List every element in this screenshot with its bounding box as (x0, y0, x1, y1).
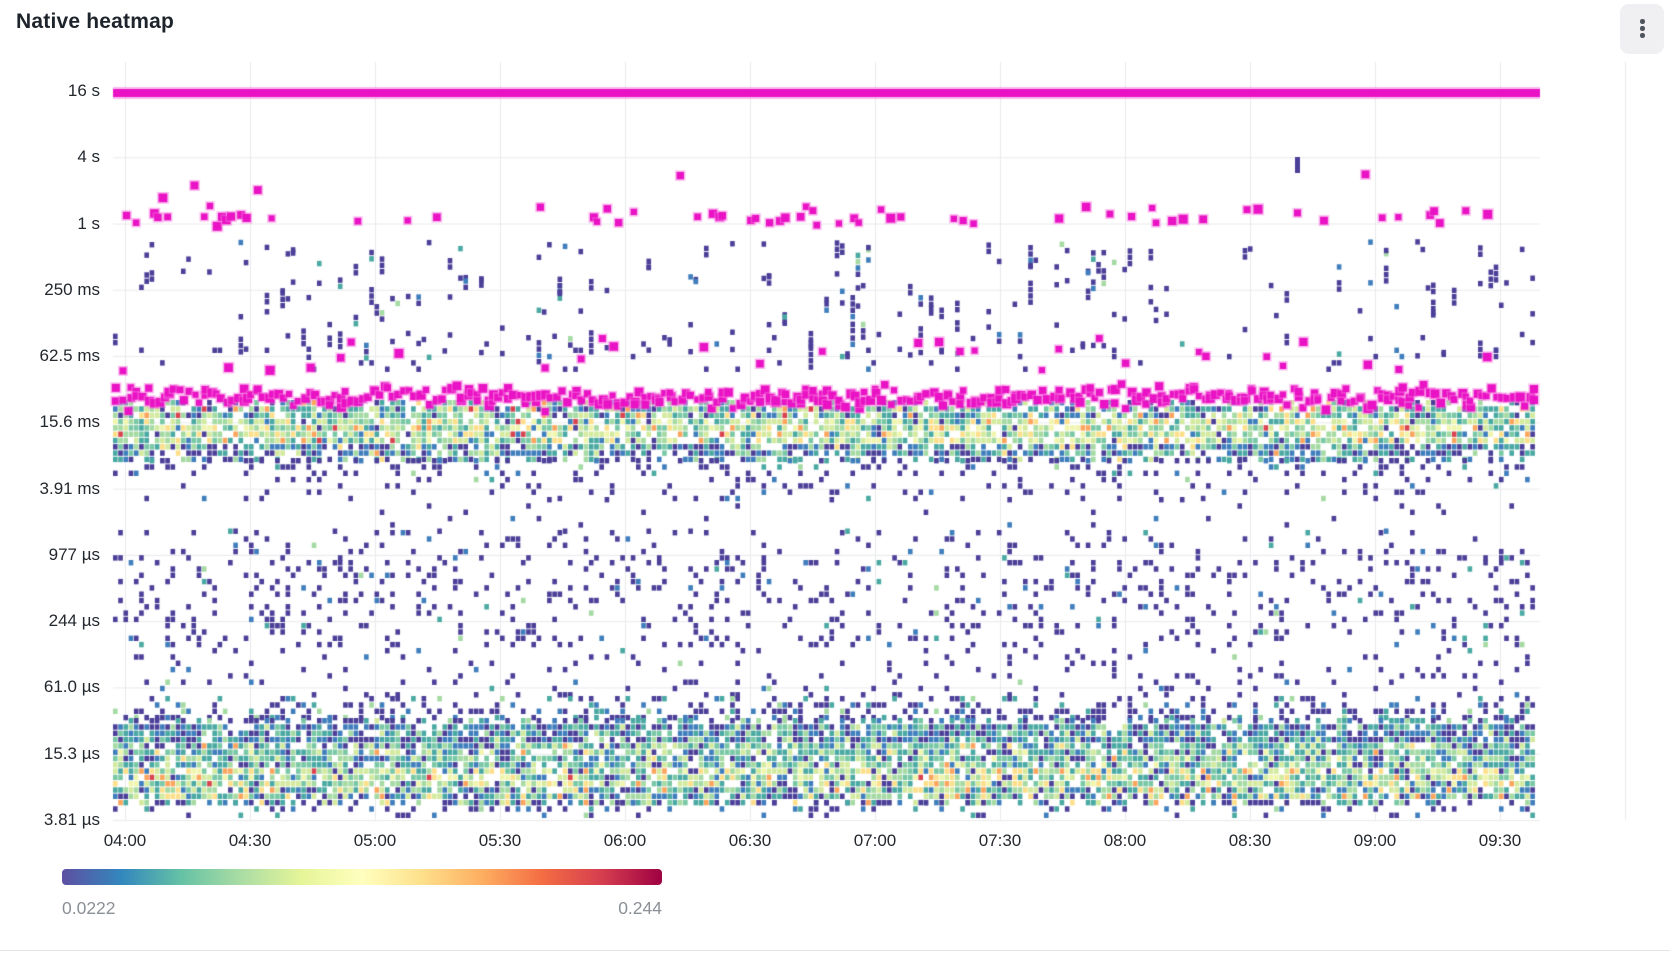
x-tick-label: 04:30 (228, 831, 272, 850)
x-tick-label: 06:30 (728, 831, 772, 850)
y-tick-label: 244 µs (48, 611, 100, 631)
x-tick-label: 06:00 (603, 831, 647, 850)
x-tick-label: 05:00 (353, 831, 397, 850)
x-tick-label: 08:00 (1103, 831, 1147, 850)
x-tick-label: 05:30 (478, 831, 522, 850)
panel-bottom-border (0, 950, 1670, 951)
y-tick-label: 15.6 ms (39, 412, 100, 432)
y-tick-label: 977 µs (48, 544, 100, 564)
x-tick-label: 04:00 (103, 831, 147, 850)
y-tick-label: 3.81 µs (43, 809, 100, 829)
color-scale-gradient (62, 869, 662, 885)
y-tick-label: 250 ms (44, 279, 100, 299)
x-tick-label: 09:00 (1353, 831, 1397, 850)
y-tick-label: 3.91 ms (39, 478, 100, 498)
y-tick-label: 1 s (77, 213, 100, 233)
x-tick-label: 07:30 (978, 831, 1022, 850)
x-tick-label: 09:30 (1478, 831, 1522, 850)
legend-min-value: 0.0222 (62, 898, 116, 918)
y-tick-label: 16 s (67, 81, 100, 100)
x-tick-label: 07:00 (853, 831, 897, 850)
y-tick-label: 15.3 µs (43, 743, 100, 763)
legend-max-value: 0.244 (618, 898, 662, 918)
y-tick-label: 4 s (77, 147, 100, 167)
y-tick-label: 61.0 µs (43, 677, 100, 697)
y-tick-label: 62.5 ms (39, 346, 100, 366)
x-tick-label: 08:30 (1228, 831, 1272, 850)
